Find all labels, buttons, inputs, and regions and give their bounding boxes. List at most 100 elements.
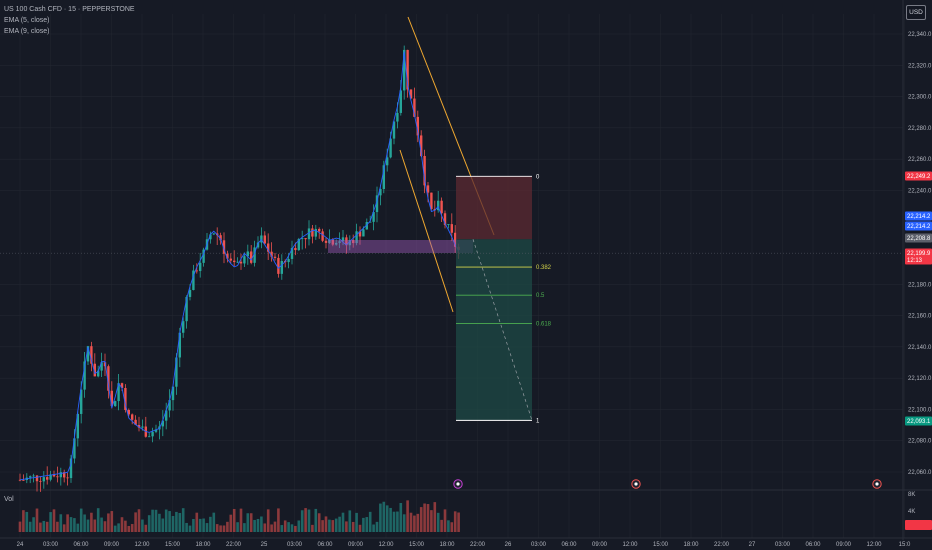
volume-bar [134,512,137,532]
price-tag-label: 22,093.1 [907,419,931,425]
candle-body [447,224,450,225]
candle-body [93,363,96,377]
projection-path [472,239,533,421]
volume-bar [399,502,403,532]
candle-body [175,357,178,387]
volume-bar [277,508,280,532]
volume-bar [396,511,399,532]
candle-body [110,390,113,407]
candle-body [29,476,32,478]
y-tick-label: 22,180.0 [908,282,932,288]
price-tag [905,248,932,265]
candle-body [52,474,56,477]
candle-body [39,481,42,483]
y-tick-label: 22,280.0 [908,126,932,132]
candle-body [76,413,79,439]
y-tick-label: 22,120.0 [908,376,932,382]
take-profit-zone [456,239,532,421]
volume-bar [402,514,406,532]
volume-bar [62,524,66,532]
volume-bar [236,522,239,532]
candle-body [239,261,243,264]
x-tick-label: 09:00 [592,542,608,548]
volume-bar [39,522,42,532]
x-tick-label: 03:00 [531,542,547,548]
candle-body [188,289,192,297]
volume-bar [443,509,447,532]
y-tick-label: 22,100.0 [908,407,932,413]
currency-button[interactable]: USD [906,5,926,20]
candle-body [352,240,355,244]
volume-bar [137,509,141,532]
volume-bar [212,512,216,532]
volume-bar [90,512,93,532]
price-tag [905,416,932,426]
volume-bar [304,508,307,532]
candle-body [386,157,389,166]
volume-bar [253,519,256,532]
volume-bar [423,503,426,532]
candle-body [277,257,280,274]
candle-body [280,260,283,274]
y-tick-label: 22,340.0 [908,32,932,38]
ema9-legend[interactable]: EMA (9, close) [4,28,50,35]
event-marker-dot [634,482,638,486]
volume-bar [124,520,127,532]
volume-bar [205,523,209,532]
volume-bar [382,501,386,532]
x-tick-label: 12:00 [866,542,882,548]
price-tag-label: 22,208.8 [907,236,931,242]
x-tick-label: 03:00 [43,542,59,548]
y-tick-label: 22,140.0 [908,345,932,351]
candle-body [437,200,440,211]
volume-bar [100,517,103,532]
candle-body [182,321,185,333]
event-marker-dot [456,482,460,486]
volume-bar [351,521,355,532]
volume-bar [328,519,331,532]
candle-body [382,165,385,190]
volume-bar [280,525,284,532]
stop-loss-zone [456,176,532,240]
x-tick-label: 09:00 [348,542,364,548]
candle-body [35,475,39,482]
volume-bar [141,519,144,532]
volume-bar [158,513,161,532]
candle-body [73,438,76,459]
candle-body [307,228,311,240]
candle-body [426,185,430,193]
ema5-legend[interactable]: EMA (5, close) [4,17,50,24]
volume-bar [256,518,260,532]
volume-bar [151,509,154,532]
candle-body [114,401,117,407]
y-tick-label: 22,240.0 [908,188,932,194]
volume-bar [345,521,348,532]
event-marker-dot [875,482,879,486]
chart-legend: US 100 Cash CFD · 15 · PEPPERSTONE EMA (… [4,4,135,37]
volume-bar [161,518,165,532]
volume-bar [419,507,423,532]
x-tick-label: 03:00 [775,542,791,548]
volume-bar [314,508,318,532]
volume-bar [49,512,52,532]
volume-bar [188,525,192,532]
volume-bar [96,508,100,532]
symbol-title[interactable]: US 100 Cash CFD · 15 · PEPPERSTONE [4,6,135,13]
volume-legend[interactable]: Vol [4,496,14,503]
x-tick-label: 25 [261,542,268,548]
candle-body [226,253,229,259]
candle-body [416,116,419,136]
candle-body [127,409,130,415]
candle-body [287,258,290,263]
volume-bar [76,523,80,532]
candle-body [450,224,453,233]
candle-body [107,366,110,391]
volume-bar [215,524,219,532]
volume-bar [334,518,338,532]
volume-bar [406,500,409,532]
fib-level-label: 1 [536,418,540,424]
candle-body [165,410,168,421]
candle-body [290,248,294,259]
y-tick-label: 22,300.0 [908,95,932,101]
